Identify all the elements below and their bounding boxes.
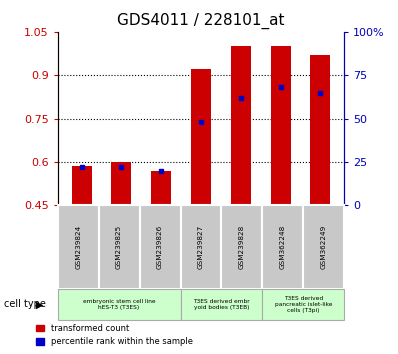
Text: ▶: ▶ — [36, 299, 43, 309]
Bar — [72, 166, 92, 205]
Bar — [151, 171, 171, 205]
Text: GSM239827: GSM239827 — [198, 225, 204, 269]
Text: GSM239824: GSM239824 — [75, 225, 81, 269]
Text: GSM239828: GSM239828 — [239, 225, 245, 269]
Bar — [111, 162, 131, 205]
Text: embryonic stem cell line
hES-T3 (T3ES): embryonic stem cell line hES-T3 (T3ES) — [83, 299, 156, 310]
Text: cell type: cell type — [4, 299, 46, 309]
Text: GSM239825: GSM239825 — [116, 225, 122, 269]
Text: GSM239826: GSM239826 — [157, 225, 163, 269]
Bar — [310, 55, 330, 205]
Text: GSM362248: GSM362248 — [280, 225, 286, 269]
Title: GDS4011 / 228101_at: GDS4011 / 228101_at — [117, 13, 285, 29]
Text: GSM362249: GSM362249 — [321, 225, 327, 269]
Text: T3ES derived
pancreatic islet-like
cells (T3pi): T3ES derived pancreatic islet-like cells… — [275, 296, 332, 313]
Text: T3ES derived embr
yoid bodies (T3EB): T3ES derived embr yoid bodies (T3EB) — [193, 299, 250, 310]
Legend: transformed count, percentile rank within the sample: transformed count, percentile rank withi… — [36, 324, 193, 346]
Bar — [271, 46, 291, 205]
Bar — [191, 69, 211, 205]
Bar — [231, 46, 251, 205]
